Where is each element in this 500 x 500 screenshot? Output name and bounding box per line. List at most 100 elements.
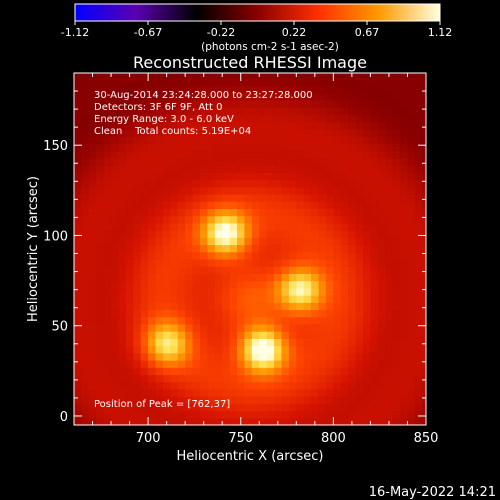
image-pixel <box>133 323 142 332</box>
image-pixel <box>74 266 83 274</box>
image-pixel <box>155 388 164 397</box>
image-pixel <box>133 345 142 354</box>
image-pixel <box>244 258 253 267</box>
image-pixel <box>133 352 142 361</box>
image-pixel <box>125 381 134 390</box>
image-pixel <box>88 323 97 332</box>
image-pixel <box>222 121 231 130</box>
colorbar-tick-label: 0.67 <box>355 26 380 39</box>
image-pixel <box>125 136 134 144</box>
image-pixel <box>363 338 372 347</box>
image-pixel <box>192 114 201 123</box>
image-pixel <box>407 222 416 231</box>
image-pixel <box>185 244 194 253</box>
image-pixel <box>385 150 394 159</box>
image-pixel <box>229 352 238 361</box>
image-pixel <box>118 345 127 354</box>
image-pixel <box>214 172 223 181</box>
image-pixel <box>251 273 260 282</box>
image-pixel <box>325 230 334 238</box>
image-pixel <box>281 230 290 238</box>
image-pixel <box>81 258 90 267</box>
image-pixel <box>325 388 334 397</box>
image-pixel <box>414 266 423 274</box>
image-pixel <box>370 266 379 274</box>
image-pixel <box>148 302 157 311</box>
image-pixel <box>392 100 401 108</box>
image-pixel <box>274 193 283 202</box>
image-pixel <box>192 222 201 231</box>
image-pixel <box>392 244 401 253</box>
image-pixel <box>244 121 253 130</box>
image-pixel <box>155 107 164 116</box>
image-pixel <box>222 396 231 404</box>
image-pixel <box>192 244 201 253</box>
image-pixel <box>288 287 297 296</box>
image-pixel <box>414 230 423 238</box>
image-pixel <box>348 172 357 181</box>
image-pixel <box>348 222 357 231</box>
image-pixel <box>177 85 186 94</box>
image-pixel <box>296 287 305 296</box>
image-pixel <box>229 128 238 137</box>
image-pixel <box>185 114 194 123</box>
image-pixel <box>392 121 401 130</box>
image-pixel <box>311 136 320 144</box>
image-pixel <box>192 396 201 404</box>
image-pixel <box>414 331 423 339</box>
image-pixel <box>355 287 364 296</box>
image-pixel <box>340 352 349 361</box>
image-pixel <box>185 73 194 80</box>
image-pixel <box>162 396 171 404</box>
image-pixel <box>192 172 201 181</box>
image-pixel <box>111 165 120 173</box>
image-pixel <box>148 280 157 289</box>
image-pixel <box>155 186 164 195</box>
image-pixel <box>281 107 290 116</box>
image-pixel <box>281 244 290 253</box>
image-pixel <box>414 323 423 332</box>
image-pixel <box>340 403 349 412</box>
image-pixel <box>318 403 327 412</box>
image-pixel <box>407 367 416 376</box>
image-pixel <box>207 186 216 195</box>
image-pixel <box>214 287 223 296</box>
image-pixel <box>251 258 260 267</box>
image-pixel <box>266 230 275 238</box>
image-pixel <box>348 331 357 339</box>
image-pixel <box>370 280 379 289</box>
image-pixel <box>207 193 216 202</box>
image-pixel <box>303 150 312 159</box>
image-pixel <box>251 193 260 202</box>
image-pixel <box>214 331 223 339</box>
image-pixel <box>74 244 83 253</box>
image-pixel <box>318 244 327 253</box>
image-pixel <box>170 193 179 202</box>
image-pixel <box>177 186 186 195</box>
image-pixel <box>103 374 112 383</box>
image-pixel <box>251 143 260 152</box>
image-pixel <box>288 360 297 368</box>
image-pixel <box>103 114 112 123</box>
image-pixel <box>363 201 372 209</box>
image-pixel <box>244 128 253 137</box>
image-pixel <box>296 367 305 376</box>
image-pixel <box>133 73 142 80</box>
image-pixel <box>214 280 223 289</box>
image-pixel <box>303 222 312 231</box>
image-pixel <box>96 295 105 303</box>
image-pixel <box>400 208 409 217</box>
image-pixel <box>318 73 327 80</box>
image-pixel <box>207 266 216 274</box>
image-pixel <box>311 396 320 404</box>
image-pixel <box>214 251 223 260</box>
image-pixel <box>170 360 179 368</box>
image-pixel <box>414 73 423 80</box>
image-pixel <box>155 244 164 253</box>
image-pixel <box>400 186 409 195</box>
image-pixel <box>155 302 164 311</box>
image-pixel <box>333 302 342 311</box>
image-pixel <box>133 78 142 87</box>
image-pixel <box>340 150 349 159</box>
image-pixel <box>266 388 275 397</box>
